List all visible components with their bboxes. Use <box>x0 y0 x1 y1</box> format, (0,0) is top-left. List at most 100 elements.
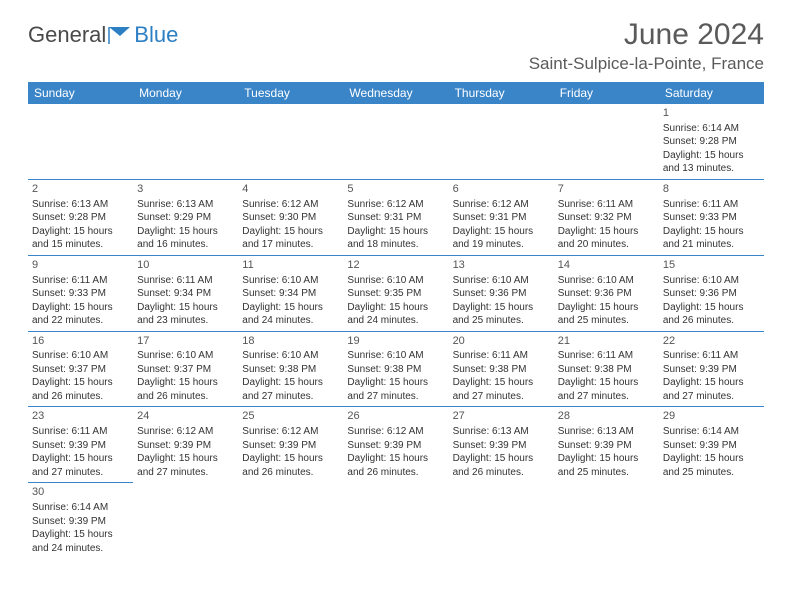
calendar-cell <box>238 104 343 179</box>
sunset-text: Sunset: 9:39 PM <box>663 439 760 453</box>
calendar-cell <box>133 483 238 558</box>
calendar-cell: 5Sunrise: 6:12 AMSunset: 9:31 PMDaylight… <box>343 179 448 255</box>
sunset-text: Sunset: 9:36 PM <box>453 287 550 301</box>
calendar-cell <box>28 104 133 179</box>
daylight-text: Daylight: 15 hours and 21 minutes. <box>663 225 760 252</box>
sunrise-text: Sunrise: 6:13 AM <box>453 425 550 439</box>
sunset-text: Sunset: 9:37 PM <box>32 363 129 377</box>
sunset-text: Sunset: 9:28 PM <box>663 135 760 149</box>
daylight-text: Daylight: 15 hours and 26 minutes. <box>347 452 444 479</box>
sunset-text: Sunset: 9:39 PM <box>32 515 129 529</box>
day-number: 11 <box>242 258 339 273</box>
calendar-cell: 11Sunrise: 6:10 AMSunset: 9:34 PMDayligh… <box>238 255 343 331</box>
calendar-week: 16Sunrise: 6:10 AMSunset: 9:37 PMDayligh… <box>28 331 764 407</box>
sunrise-text: Sunrise: 6:10 AM <box>347 274 444 288</box>
day-number: 18 <box>242 334 339 349</box>
daylight-text: Daylight: 15 hours and 26 minutes. <box>32 376 129 403</box>
day-header: Monday <box>133 82 238 104</box>
sunrise-text: Sunrise: 6:11 AM <box>32 274 129 288</box>
sunrise-text: Sunrise: 6:10 AM <box>453 274 550 288</box>
sunset-text: Sunset: 9:33 PM <box>663 211 760 225</box>
daylight-text: Daylight: 15 hours and 25 minutes. <box>453 301 550 328</box>
sunrise-text: Sunrise: 6:11 AM <box>663 198 760 212</box>
sunset-text: Sunset: 9:34 PM <box>137 287 234 301</box>
calendar-cell: 4Sunrise: 6:12 AMSunset: 9:30 PMDaylight… <box>238 179 343 255</box>
sunrise-text: Sunrise: 6:10 AM <box>663 274 760 288</box>
calendar-cell: 13Sunrise: 6:10 AMSunset: 9:36 PMDayligh… <box>449 255 554 331</box>
sunset-text: Sunset: 9:30 PM <box>242 211 339 225</box>
day-number: 2 <box>32 182 129 197</box>
month-title: June 2024 <box>529 18 764 52</box>
calendar-cell: 12Sunrise: 6:10 AMSunset: 9:35 PMDayligh… <box>343 255 448 331</box>
day-number: 3 <box>137 182 234 197</box>
calendar-cell: 30Sunrise: 6:14 AMSunset: 9:39 PMDayligh… <box>28 483 133 558</box>
calendar-cell: 10Sunrise: 6:11 AMSunset: 9:34 PMDayligh… <box>133 255 238 331</box>
day-number: 24 <box>137 409 234 424</box>
daylight-text: Daylight: 15 hours and 15 minutes. <box>32 225 129 252</box>
sunrise-text: Sunrise: 6:11 AM <box>558 198 655 212</box>
daylight-text: Daylight: 15 hours and 22 minutes. <box>32 301 129 328</box>
calendar-week: 9Sunrise: 6:11 AMSunset: 9:33 PMDaylight… <box>28 255 764 331</box>
day-number: 12 <box>347 258 444 273</box>
daylight-text: Daylight: 15 hours and 17 minutes. <box>242 225 339 252</box>
sunset-text: Sunset: 9:36 PM <box>558 287 655 301</box>
sunset-text: Sunset: 9:39 PM <box>347 439 444 453</box>
calendar-week: 2Sunrise: 6:13 AMSunset: 9:28 PMDaylight… <box>28 179 764 255</box>
sunset-text: Sunset: 9:38 PM <box>347 363 444 377</box>
sunrise-text: Sunrise: 6:12 AM <box>347 198 444 212</box>
sunrise-text: Sunrise: 6:11 AM <box>663 349 760 363</box>
brand-logo: General Blue <box>28 18 178 48</box>
calendar-cell: 24Sunrise: 6:12 AMSunset: 9:39 PMDayligh… <box>133 407 238 483</box>
sunrise-text: Sunrise: 6:14 AM <box>663 122 760 136</box>
sunset-text: Sunset: 9:38 PM <box>453 363 550 377</box>
calendar-cell: 19Sunrise: 6:10 AMSunset: 9:38 PMDayligh… <box>343 331 448 407</box>
daylight-text: Daylight: 15 hours and 27 minutes. <box>558 376 655 403</box>
calendar-cell: 20Sunrise: 6:11 AMSunset: 9:38 PMDayligh… <box>449 331 554 407</box>
sunrise-text: Sunrise: 6:12 AM <box>347 425 444 439</box>
sunrise-text: Sunrise: 6:11 AM <box>453 349 550 363</box>
daylight-text: Daylight: 15 hours and 27 minutes. <box>453 376 550 403</box>
calendar-cell: 15Sunrise: 6:10 AMSunset: 9:36 PMDayligh… <box>659 255 764 331</box>
day-header: Wednesday <box>343 82 448 104</box>
calendar-cell: 21Sunrise: 6:11 AMSunset: 9:38 PMDayligh… <box>554 331 659 407</box>
daylight-text: Daylight: 15 hours and 27 minutes. <box>32 452 129 479</box>
sunrise-text: Sunrise: 6:13 AM <box>137 198 234 212</box>
sunrise-text: Sunrise: 6:10 AM <box>347 349 444 363</box>
daylight-text: Daylight: 15 hours and 25 minutes. <box>663 452 760 479</box>
calendar-cell: 28Sunrise: 6:13 AMSunset: 9:39 PMDayligh… <box>554 407 659 483</box>
calendar-cell: 18Sunrise: 6:10 AMSunset: 9:38 PMDayligh… <box>238 331 343 407</box>
calendar-cell <box>343 104 448 179</box>
page-header: General Blue June 2024 Saint-Sulpice-la-… <box>28 18 764 74</box>
title-block: June 2024 Saint-Sulpice-la-Pointe, Franc… <box>529 18 764 74</box>
daylight-text: Daylight: 15 hours and 20 minutes. <box>558 225 655 252</box>
daylight-text: Daylight: 15 hours and 27 minutes. <box>137 452 234 479</box>
day-number: 28 <box>558 409 655 424</box>
daylight-text: Daylight: 15 hours and 25 minutes. <box>558 301 655 328</box>
calendar-cell: 8Sunrise: 6:11 AMSunset: 9:33 PMDaylight… <box>659 179 764 255</box>
day-number: 13 <box>453 258 550 273</box>
daylight-text: Daylight: 15 hours and 27 minutes. <box>347 376 444 403</box>
calendar-cell <box>343 483 448 558</box>
day-header: Friday <box>554 82 659 104</box>
daylight-text: Daylight: 15 hours and 26 minutes. <box>242 452 339 479</box>
day-header: Saturday <box>659 82 764 104</box>
day-number: 10 <box>137 258 234 273</box>
daylight-text: Daylight: 15 hours and 26 minutes. <box>137 376 234 403</box>
day-header: Thursday <box>449 82 554 104</box>
sunrise-text: Sunrise: 6:13 AM <box>558 425 655 439</box>
daylight-text: Daylight: 15 hours and 18 minutes. <box>347 225 444 252</box>
day-number: 30 <box>32 485 129 500</box>
daylight-text: Daylight: 15 hours and 24 minutes. <box>347 301 444 328</box>
calendar-cell: 2Sunrise: 6:13 AMSunset: 9:28 PMDaylight… <box>28 179 133 255</box>
sunset-text: Sunset: 9:38 PM <box>242 363 339 377</box>
sunset-text: Sunset: 9:39 PM <box>663 363 760 377</box>
calendar-header-row: Sunday Monday Tuesday Wednesday Thursday… <box>28 82 764 104</box>
daylight-text: Daylight: 15 hours and 27 minutes. <box>663 376 760 403</box>
calendar-cell: 7Sunrise: 6:11 AMSunset: 9:32 PMDaylight… <box>554 179 659 255</box>
sunset-text: Sunset: 9:33 PM <box>32 287 129 301</box>
calendar-cell <box>659 483 764 558</box>
sunset-text: Sunset: 9:37 PM <box>137 363 234 377</box>
flag-icon <box>108 25 132 45</box>
sunrise-text: Sunrise: 6:10 AM <box>242 274 339 288</box>
sunset-text: Sunset: 9:35 PM <box>347 287 444 301</box>
